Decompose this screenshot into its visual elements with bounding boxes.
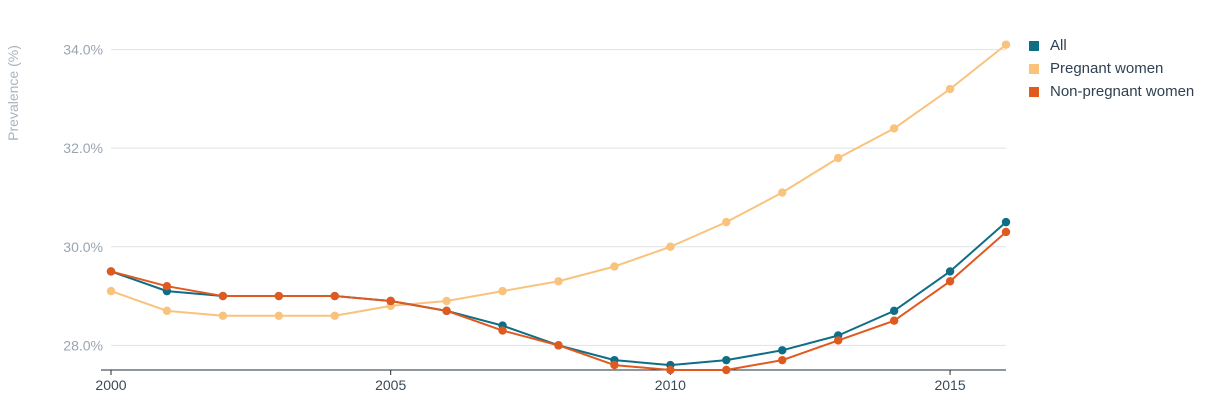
y-axis-label: Prevalence (%) bbox=[5, 45, 21, 141]
y-tick-label: 28.0% bbox=[63, 337, 103, 353]
data-point[interactable] bbox=[833, 153, 843, 163]
legend-item[interactable]: All bbox=[1029, 34, 1194, 57]
data-point[interactable] bbox=[889, 316, 899, 325]
data-point[interactable] bbox=[666, 365, 675, 375]
data-point[interactable] bbox=[722, 365, 731, 375]
data-point[interactable] bbox=[218, 311, 228, 320]
legend-swatch bbox=[1029, 86, 1039, 97]
data-point[interactable] bbox=[554, 277, 563, 286]
data-point[interactable] bbox=[778, 188, 787, 197]
legend-label: Pregnant women bbox=[1050, 60, 1164, 77]
data-point[interactable] bbox=[610, 360, 619, 370]
legend-item[interactable]: Pregnant women bbox=[1029, 57, 1194, 80]
data-point[interactable] bbox=[274, 311, 284, 320]
data-point[interactable] bbox=[498, 326, 507, 335]
data-point[interactable] bbox=[1001, 217, 1011, 227]
data-point[interactable] bbox=[778, 346, 787, 355]
chart-legend: All Pregnant women Non-pregnant women bbox=[1029, 34, 1194, 103]
series-line bbox=[110, 43, 1007, 317]
y-tick-label: 32.0% bbox=[63, 140, 103, 156]
data-point[interactable] bbox=[945, 267, 955, 276]
data-point[interactable] bbox=[722, 355, 731, 365]
data-point[interactable] bbox=[778, 355, 787, 365]
data-point[interactable] bbox=[106, 267, 116, 276]
data-point[interactable] bbox=[945, 277, 955, 286]
legend-label: Non-pregnant women bbox=[1050, 83, 1195, 100]
legend-item[interactable]: Non-pregnant women bbox=[1029, 80, 1194, 103]
x-axis: 2000 2005 2010 2015 bbox=[95, 369, 1006, 393]
data-point[interactable] bbox=[610, 262, 619, 271]
data-point[interactable] bbox=[330, 311, 339, 320]
data-point[interactable] bbox=[1001, 227, 1011, 237]
x-tick-label: 2015 bbox=[934, 377, 965, 393]
data-point[interactable] bbox=[889, 306, 899, 316]
legend-label: All bbox=[1050, 37, 1067, 54]
x-tick-label: 2000 bbox=[95, 377, 126, 393]
legend-swatch bbox=[1029, 63, 1039, 74]
series-group bbox=[106, 40, 1011, 375]
x-tick-label: 2010 bbox=[655, 377, 686, 393]
data-point[interactable] bbox=[218, 291, 228, 301]
data-point[interactable] bbox=[442, 306, 451, 316]
data-point[interactable] bbox=[666, 242, 675, 251]
y-tick-label: 30.0% bbox=[63, 239, 103, 255]
y-tick-label: 34.0% bbox=[63, 42, 103, 58]
data-point[interactable] bbox=[330, 291, 339, 301]
data-point[interactable] bbox=[442, 296, 451, 306]
data-point[interactable] bbox=[722, 217, 731, 227]
data-point[interactable] bbox=[386, 296, 395, 306]
y-axis-ticks: 28.0% 30.0% 32.0% 34.0% bbox=[63, 42, 103, 354]
data-point[interactable] bbox=[162, 281, 172, 291]
data-point[interactable] bbox=[498, 286, 507, 296]
data-point[interactable] bbox=[274, 291, 284, 301]
data-point[interactable] bbox=[945, 84, 955, 94]
data-point[interactable] bbox=[162, 306, 172, 316]
data-point[interactable] bbox=[554, 341, 563, 350]
legend-swatch bbox=[1029, 40, 1039, 51]
data-point[interactable] bbox=[889, 124, 899, 133]
data-point[interactable] bbox=[106, 286, 116, 296]
data-point[interactable] bbox=[1001, 40, 1011, 49]
gridlines bbox=[111, 49, 1006, 346]
x-tick-label: 2005 bbox=[375, 377, 406, 393]
data-point[interactable] bbox=[833, 336, 843, 345]
